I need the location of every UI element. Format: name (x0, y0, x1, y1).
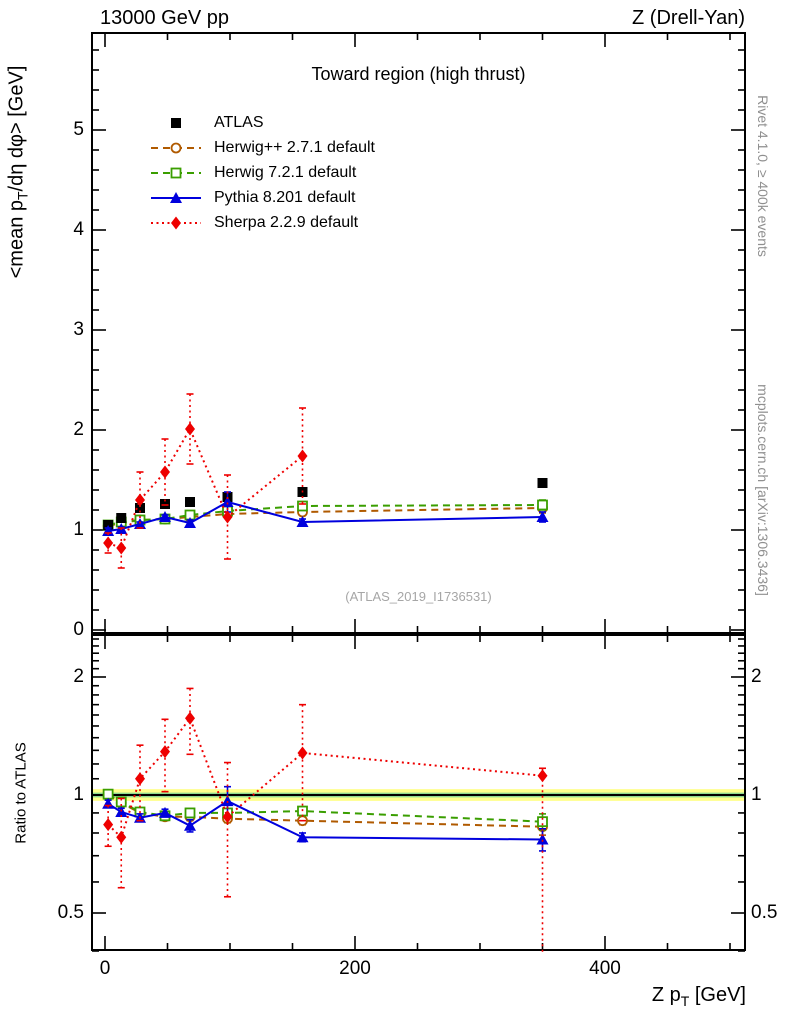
marker (103, 818, 114, 832)
legend-marker-herwig7 (151, 167, 201, 178)
marker (221, 496, 234, 507)
legend-glyph (170, 142, 182, 153)
main-y-tick-label: 1 (73, 519, 84, 540)
ratio-frame (91, 634, 746, 951)
legend-glyph (171, 117, 181, 128)
legend-label-sherpa: Sherpa 2.2.9 default (214, 213, 359, 231)
legend-label-pythia: Pythia 8.201 default (214, 188, 356, 206)
marker (115, 805, 128, 817)
marker (537, 769, 548, 783)
main-y-tick-label: 3 (73, 319, 84, 340)
legend-glyph (170, 167, 182, 178)
marker (160, 745, 170, 759)
legend-marker-atlas (171, 117, 181, 128)
ratio-y-tick-label: 2 (73, 665, 84, 687)
marker (221, 795, 234, 807)
marker (135, 772, 145, 786)
beam-energy-label: 13000 GeV pp (100, 7, 229, 29)
marker (116, 541, 127, 555)
marker (297, 449, 308, 463)
ratio-y-tick-label-right: 1 (751, 784, 762, 805)
marker (537, 499, 548, 511)
legend-row-pythia: Pythia 8.201 default (150, 185, 375, 210)
series-line (107, 426, 304, 550)
legend-glyph (170, 191, 182, 203)
main-y-tick-label: 4 (73, 219, 84, 240)
legend-row-sherpa: Sherpa 2.2.9 default (150, 210, 375, 235)
process-label: Z (Drell-Yan) (632, 7, 745, 29)
legend-row-atlas: ATLAS (150, 110, 375, 135)
ratio-y-tick-label: 1 (73, 784, 84, 805)
series-line (107, 716, 543, 840)
marker (103, 536, 114, 550)
marker (116, 513, 127, 523)
legend-glyph (171, 216, 181, 229)
x-axis-title: Z pT [GeV] (0, 984, 746, 1009)
plot-title: Toward region (high thrust) (311, 64, 526, 84)
main-y-tick-label: 5 (73, 119, 84, 140)
legend-row-herwigpp: Herwig++ 2.7.1 default (150, 135, 375, 160)
credit-mcplots: mcplots.cern.ch [arXiv:1306.3436] (755, 384, 771, 596)
marker (159, 806, 171, 818)
main-y-tick-label: 0 (73, 619, 84, 640)
marker (159, 511, 171, 522)
marker (160, 465, 170, 479)
legend-marker-sherpa (151, 216, 201, 229)
marker (537, 816, 548, 828)
credit-rivet: Rivet 4.1.0, ≥ 400k events (755, 95, 771, 257)
watermark: (ATLAS_2019_I1736531) (345, 589, 492, 604)
marker (185, 422, 195, 436)
legend-label-atlas: ATLAS (214, 113, 264, 131)
x-axis-title-text: Z p (651, 984, 681, 1006)
marker (536, 833, 549, 845)
x-axis-title-text2: [GeV] (689, 984, 746, 1006)
y-axis-title: <mean pT/dη dφ> [GeV] (6, 66, 31, 279)
main-frame (91, 32, 746, 634)
marker (297, 746, 308, 760)
series-sherpa (103, 687, 548, 952)
legend-label-herwig7: Herwig 7.2.1 default (214, 163, 357, 181)
marker (185, 711, 195, 725)
marker (102, 788, 114, 800)
ratio-unity-band (92, 789, 745, 801)
marker (135, 493, 145, 507)
marker (222, 810, 233, 824)
marker (536, 511, 549, 522)
axis-ticks (92, 33, 745, 952)
legend-marker-herwigpp (151, 142, 201, 153)
ratio-y-tick-label-right: 0.5 (751, 902, 778, 923)
marker (184, 517, 196, 528)
marker (296, 831, 309, 843)
x-axis-title-sub: T (680, 993, 690, 1009)
marker (135, 503, 145, 513)
legend: ATLAS Herwig++ 2.7.1 default Herwig 7.2.1 … (150, 110, 375, 235)
x-tick-label: 0 (99, 958, 111, 979)
legend-row-herwig7: Herwig 7.2.1 default (150, 160, 375, 185)
legend-marker-pythia (151, 191, 201, 203)
ratio-y-tick-label: 0.5 (57, 902, 84, 923)
y-axis-title-sub: T (14, 191, 31, 200)
marker (160, 499, 170, 509)
marker (184, 819, 196, 831)
marker (537, 478, 548, 488)
marker (184, 807, 196, 819)
x-tick-label: 400 (589, 958, 621, 979)
main-y-tick-label: 2 (73, 419, 84, 440)
marker (296, 516, 309, 527)
ratio-y-tick-label-right: 2 (751, 665, 762, 687)
series-herwig7 (102, 499, 548, 531)
marker (222, 510, 233, 524)
marker (116, 830, 127, 844)
marker (185, 497, 195, 507)
x-tick-label: 200 (339, 958, 371, 979)
series-sherpa (103, 393, 308, 569)
legend-label-herwigpp: Herwig++ 2.7.1 default (214, 138, 375, 156)
